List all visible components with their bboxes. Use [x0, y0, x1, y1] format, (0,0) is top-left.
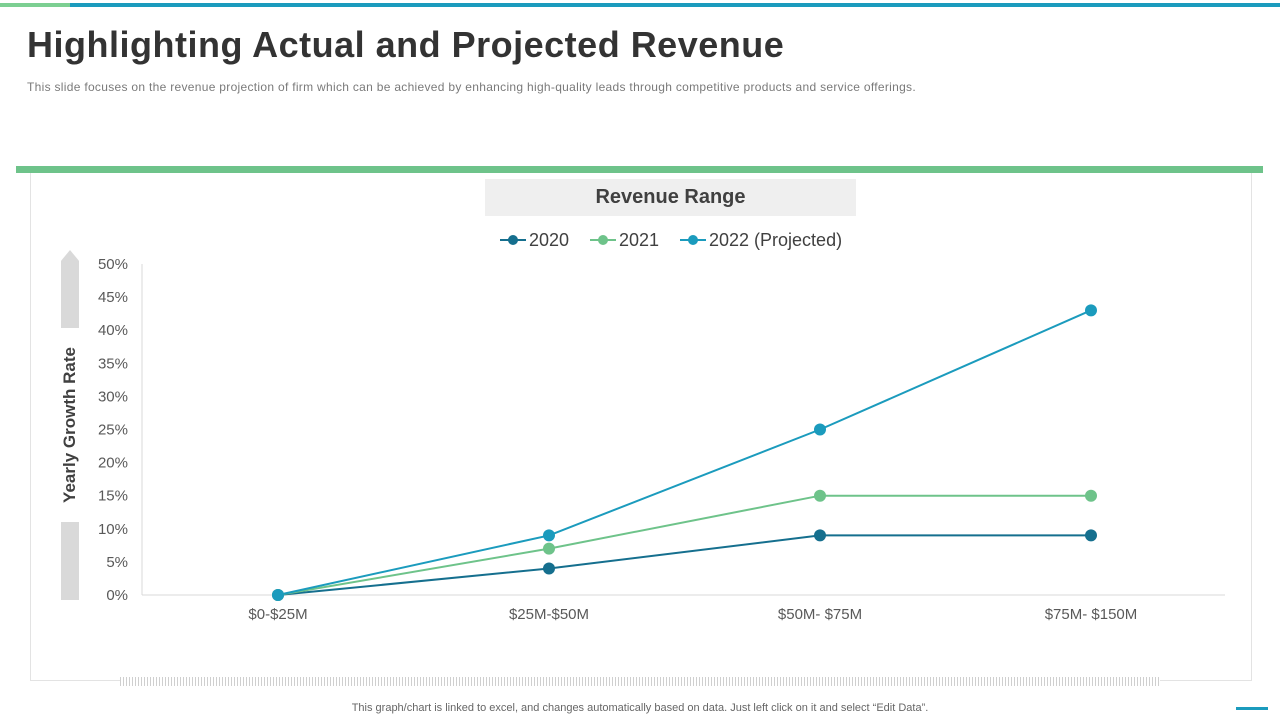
series-line	[277, 494, 1091, 596]
y-tick-label: 15%	[98, 488, 128, 505]
axis-arrow-up-icon	[61, 250, 79, 328]
y-tick-label: 40%	[98, 322, 128, 339]
series-line	[277, 309, 1092, 596]
y-tick-label: 30%	[98, 388, 128, 405]
data-point	[814, 529, 826, 542]
data-point	[272, 589, 284, 601]
x-tick-label: $0-$25M	[248, 606, 307, 623]
y-tick-label: 25%	[98, 422, 128, 439]
data-point	[814, 423, 826, 436]
legend-label: 2020	[529, 230, 569, 250]
y-tick-label: 5%	[106, 554, 128, 571]
y-tick-label: 35%	[98, 355, 128, 372]
footnote: This graph/chart is linked to excel, and…	[351, 702, 929, 714]
slide-subtitle: This slide focuses on the revenue projec…	[27, 80, 916, 94]
data-point	[1085, 489, 1097, 502]
slide-title: Highlighting Actual and Projected Revenu…	[27, 24, 785, 65]
legend-marker	[688, 235, 698, 245]
data-point	[814, 489, 826, 502]
data-point	[1085, 304, 1097, 317]
top-accent-teal	[70, 3, 1280, 7]
data-point	[543, 562, 555, 575]
x-tick-label: $75M- $150M	[1045, 606, 1138, 623]
series-line	[277, 534, 1091, 596]
data-point	[1085, 529, 1097, 542]
chart-title: Revenue Range	[485, 179, 856, 216]
y-tick-label: 0%	[106, 587, 128, 604]
legend-marker	[598, 235, 608, 245]
y-tick-label: 20%	[98, 455, 128, 472]
y-tick-label: 10%	[98, 521, 128, 538]
data-point	[543, 542, 555, 555]
y-tick-label: 50%	[98, 256, 128, 273]
data-point	[543, 529, 555, 542]
legend-label: 2022 (Projected)	[709, 230, 842, 250]
y-tick-label: 45%	[98, 289, 128, 306]
legend-label: 2021	[619, 230, 659, 250]
divider-bar	[16, 166, 1263, 173]
x-tick-label: $50M- $75M	[778, 606, 862, 623]
x-tick-label: $25M-$50M	[509, 606, 589, 623]
hatch-strip	[120, 677, 1160, 686]
top-accent-green	[0, 3, 70, 7]
corner-accent	[1236, 707, 1268, 710]
axis-arrow-bar	[61, 522, 79, 600]
legend-marker	[508, 235, 518, 245]
